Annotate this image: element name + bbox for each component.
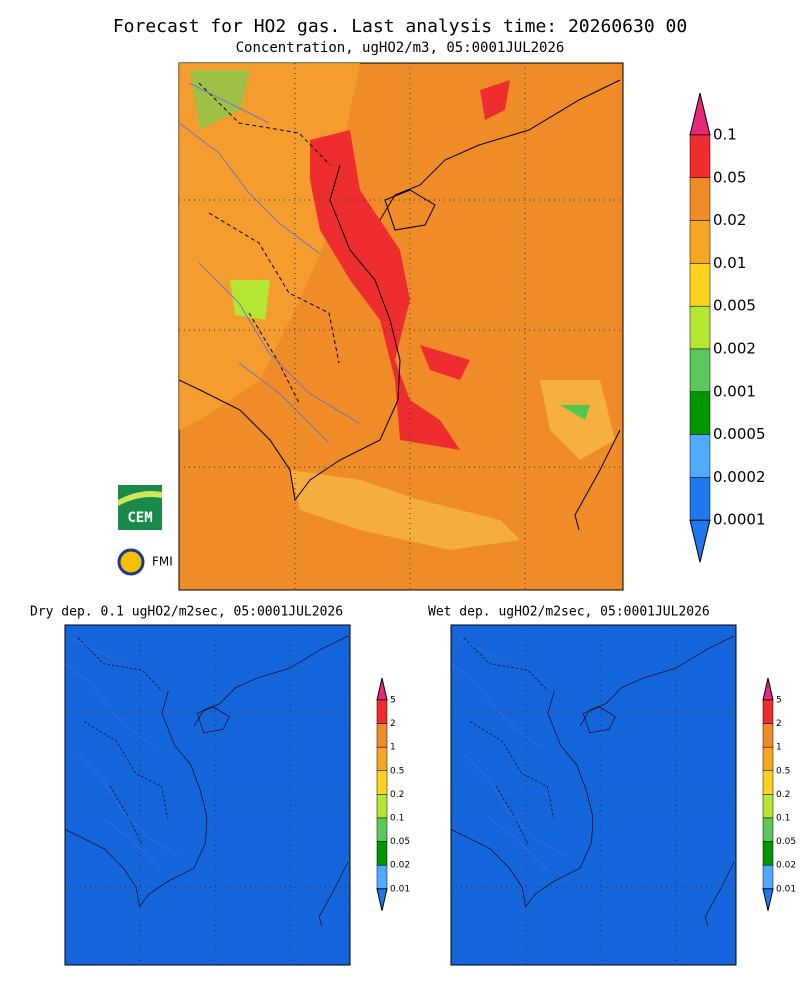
colorbar-label: 0.005 <box>713 297 756 315</box>
colorbar: 0.1 0.05 0.02 0.01 0.005 0.002 0.001 0.0005 0.00… <box>689 92 766 563</box>
colorbar-segment <box>689 348 711 393</box>
colorbar-segment <box>376 817 388 842</box>
colorbar-segment <box>762 864 774 890</box>
colorbar-segment <box>689 434 711 478</box>
colorbar-label: 0.02 <box>713 211 746 229</box>
colorbar-top <box>689 92 711 136</box>
colorbar-label: 5 <box>776 696 782 706</box>
colorbar-label: 0.05 <box>390 837 410 847</box>
colorbar: 5 2 1 0.5 0.2 0.1 0.05 0.02 0.01 <box>762 677 796 911</box>
colorbar-bottom <box>376 888 388 911</box>
colorbar-label: 0.05 <box>713 168 746 186</box>
wet-map <box>450 624 737 966</box>
panel-title: Wet dep. ugHO2/m2sec, 05:0001JUL2026 <box>428 605 710 620</box>
colorbar-label: 0.5 <box>776 766 790 776</box>
colorbar-label: 0.1 <box>390 814 404 824</box>
colorbar-segment <box>376 841 388 866</box>
subtitle: Concentration, ugHO2/m3, 05:0001JUL2026 <box>236 40 565 56</box>
colorbar-label: 1 <box>776 743 782 753</box>
colorbar-segment <box>376 723 388 748</box>
colorbar-label: 5 <box>390 696 396 706</box>
colorbar-label: 0.1 <box>713 126 737 144</box>
colorbar-segment <box>689 134 711 179</box>
colorbar-label: 0.0005 <box>713 425 766 443</box>
colorbar-segment <box>689 177 711 221</box>
colorbar-segment <box>376 746 388 772</box>
dry-map <box>64 624 351 966</box>
colorbar-segment <box>762 770 774 795</box>
colorbar-label: 0.002 <box>713 340 756 358</box>
colorbar-segment <box>376 770 388 795</box>
colorbar-bottom <box>689 519 711 563</box>
colorbar-top <box>376 677 388 701</box>
colorbar-segment <box>689 477 711 521</box>
colorbar-segment <box>762 794 774 819</box>
colorbar-label: 0.0002 <box>713 468 766 486</box>
fmi-logo: FMI <box>117 548 173 576</box>
fmi-text: FMI <box>152 555 173 569</box>
colorbar-segment <box>689 220 711 264</box>
colorbar-segment <box>762 841 774 866</box>
colorbar-segment <box>762 817 774 842</box>
colorbar-label: 2 <box>390 719 396 729</box>
colorbar-label: 0.01 <box>713 254 746 272</box>
colorbar-label: 0.02 <box>390 861 410 871</box>
colorbar-label: 0.02 <box>776 861 796 871</box>
colorbar-label: 0.1 <box>776 814 790 824</box>
cem-logo: CEM <box>118 485 162 530</box>
colorbar-segment <box>689 305 711 350</box>
title: Forecast for HO2 gas. Last analysis time… <box>113 16 687 37</box>
colorbar-label: 0.2 <box>776 790 790 800</box>
colorbar-segment <box>376 699 388 724</box>
colorbar: 5 2 1 0.5 0.2 0.1 0.05 0.02 0.01 <box>376 677 410 911</box>
colorbar-label: 0.2 <box>390 790 404 800</box>
colorbar-label: 1 <box>390 743 396 753</box>
colorbar-label: 0.001 <box>713 382 756 400</box>
colorbar-segment <box>689 263 711 307</box>
colorbar-segment <box>376 864 388 890</box>
colorbar-segment <box>762 746 774 772</box>
colorbar-label: 0.0001 <box>713 511 766 529</box>
main-map <box>178 62 624 591</box>
colorbar-label: 2 <box>776 719 782 729</box>
panel-title: Dry dep. 0.1 ugHO2/m2sec, 05:0001JUL2026 <box>30 605 343 620</box>
colorbar-bottom <box>762 888 774 911</box>
colorbar-segment <box>762 723 774 748</box>
colorbar-segment <box>689 391 711 435</box>
colorbar-top <box>762 677 774 701</box>
colorbar-label: 0.01 <box>776 884 796 894</box>
colorbar-label: 0.5 <box>390 766 404 776</box>
colorbar-label: 0.01 <box>390 884 410 894</box>
colorbar-segment <box>376 794 388 819</box>
cem-text: CEM <box>127 510 152 526</box>
colorbar-label: 0.05 <box>776 837 796 847</box>
colorbar-segment <box>762 699 774 724</box>
